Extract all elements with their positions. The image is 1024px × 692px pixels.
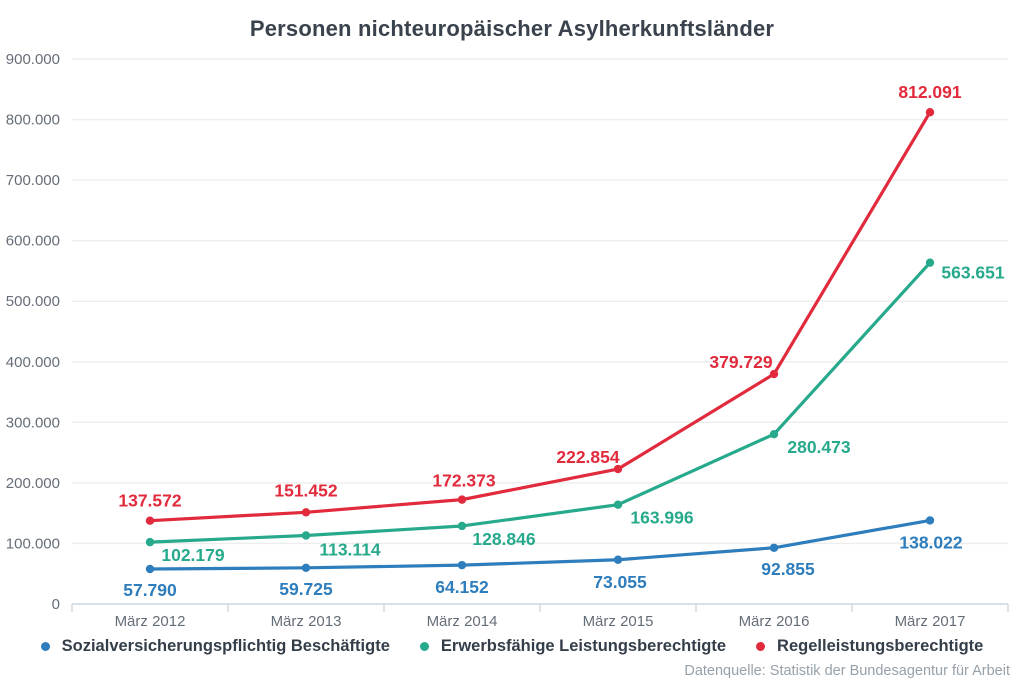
data-point[interactable] bbox=[301, 531, 311, 540]
series-line bbox=[148, 261, 932, 544]
y-axis-tick-label: 600.000 bbox=[6, 233, 60, 250]
legend-label: Sozialversicherungspflichtig Beschäftigt… bbox=[61, 637, 390, 655]
y-axis-tick-label: 0 bbox=[52, 596, 60, 613]
data-point[interactable] bbox=[613, 464, 623, 474]
data-point-label: 151.452 bbox=[274, 480, 338, 500]
series-line bbox=[148, 110, 932, 523]
legend-marker-icon bbox=[40, 642, 50, 651]
data-point-label: 163.996 bbox=[630, 508, 694, 528]
data-point-label: 102.179 bbox=[161, 545, 225, 565]
y-axis-tick-label: 100.000 bbox=[6, 535, 60, 552]
data-point[interactable] bbox=[769, 543, 779, 552]
data-point[interactable] bbox=[925, 108, 935, 117]
y-axis-tick-label: 800.000 bbox=[6, 112, 60, 129]
data-point[interactable] bbox=[145, 516, 155, 525]
legend-label: Regelleistungsberechtigte bbox=[777, 637, 984, 655]
data-point-label: 379.729 bbox=[709, 352, 773, 372]
legend-item-regelleistungsberechtigte[interactable]: Regelleistungsberechtigte bbox=[756, 637, 983, 656]
data-point[interactable] bbox=[145, 564, 155, 574]
data-point[interactable] bbox=[301, 508, 311, 517]
y-axis-tick-label: 500.000 bbox=[6, 293, 60, 310]
data-point-label: 812.091 bbox=[898, 82, 962, 102]
data-point[interactable] bbox=[925, 516, 935, 525]
chart-legend: Sozialversicherungspflichtig Beschäftigt… bbox=[0, 637, 1024, 656]
x-axis-tick-label: März 2013 bbox=[271, 613, 342, 630]
data-point-label: 137.572 bbox=[118, 491, 182, 511]
data-point-label: 92.855 bbox=[761, 559, 815, 579]
chart-title: Personen nichteuropäischer Asylherkunfts… bbox=[249, 16, 775, 41]
data-point-label: 73.055 bbox=[593, 572, 647, 592]
data-point-label: 59.725 bbox=[279, 579, 333, 599]
legend-item-erwerbsfaehige-leistungsberechtigte[interactable]: Erwerbsfähige Leistungsberechtigte bbox=[419, 637, 727, 656]
data-point[interactable] bbox=[769, 429, 779, 439]
data-point-label: 57.790 bbox=[123, 580, 177, 600]
x-axis-tick-label: März 2012 bbox=[115, 613, 186, 630]
data-point[interactable] bbox=[301, 563, 311, 573]
data-point[interactable] bbox=[613, 500, 623, 509]
y-axis-tick-label: 700.000 bbox=[6, 172, 60, 189]
y-axis-tick-label: 300.000 bbox=[6, 414, 60, 431]
data-point[interactable] bbox=[457, 495, 467, 504]
legend-marker-icon bbox=[756, 642, 766, 651]
x-axis-tick-label: März 2017 bbox=[895, 613, 966, 630]
data-point[interactable] bbox=[457, 521, 467, 531]
legend-marker-icon bbox=[419, 642, 429, 651]
data-point[interactable] bbox=[925, 258, 935, 267]
x-axis-tick-label: März 2014 bbox=[427, 613, 498, 630]
data-point-label: 280.473 bbox=[787, 437, 851, 457]
data-point[interactable] bbox=[769, 369, 779, 379]
data-point-label: 64.152 bbox=[435, 577, 489, 597]
data-point-label: 128.846 bbox=[472, 529, 536, 549]
data-point-label: 172.373 bbox=[432, 471, 496, 491]
data-point[interactable] bbox=[613, 555, 623, 564]
data-source-note: Datenquelle: Statistik der Bundesagentur… bbox=[684, 663, 1010, 679]
data-point[interactable] bbox=[145, 537, 155, 547]
data-point[interactable] bbox=[457, 560, 467, 570]
data-point-label: 222.854 bbox=[556, 447, 620, 467]
y-axis-tick-label: 400.000 bbox=[6, 354, 60, 371]
x-axis-tick-label: März 2016 bbox=[739, 613, 810, 630]
data-point-label: 113.114 bbox=[319, 540, 381, 560]
y-axis-tick-label: 900.000 bbox=[6, 51, 60, 68]
legend-item-sozialversicherungspflichtig-beschaeftigte[interactable]: Sozialversicherungspflichtig Beschäftigt… bbox=[40, 637, 390, 656]
data-point-label: 563.651 bbox=[941, 263, 1005, 283]
series-line bbox=[148, 518, 932, 571]
legend-label: Erwerbsfähige Leistungsberechtigte bbox=[440, 637, 727, 655]
y-axis-tick-label: 200.000 bbox=[6, 475, 60, 492]
data-point-label: 138.022 bbox=[899, 532, 963, 552]
x-axis-tick-label: März 2015 bbox=[583, 613, 654, 630]
